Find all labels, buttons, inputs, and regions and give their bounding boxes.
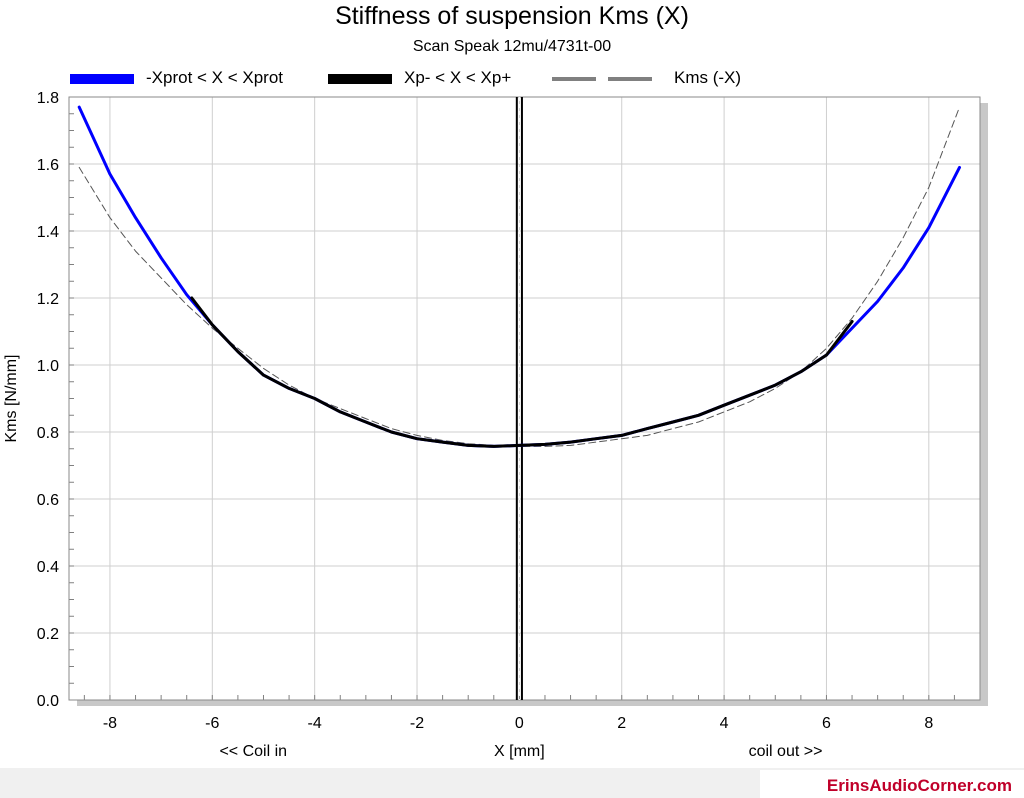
x-tick-label: 8	[924, 715, 933, 732]
y-axis-label: Kms [N/mm]	[3, 355, 20, 443]
plot-area	[69, 97, 980, 700]
y-tick-label: 1.8	[37, 90, 59, 107]
legend-swatch-xp	[328, 74, 392, 84]
x-axis-label-left: << Coil in	[219, 743, 287, 760]
y-tick-label: 0.8	[37, 425, 59, 442]
x-axis-label-right: coil out >>	[749, 743, 823, 760]
x-axis-label: X [mm]	[494, 743, 545, 760]
x-tick-label: -6	[205, 715, 219, 732]
y-tick-label: 0.6	[37, 492, 59, 509]
legend-swatch-xprot	[70, 74, 134, 84]
series-line-1	[190, 296, 854, 448]
legend-swatch-kms-neg	[552, 77, 662, 81]
legend-label-xp: Xp- < X < Xp+	[404, 68, 512, 87]
x-tick-label: -4	[308, 715, 322, 732]
legend-label-kms-neg: Kms (-X)	[674, 68, 742, 87]
x-tick-label: 4	[720, 715, 729, 732]
legend: -Xprot < X < Xprot Xp- < X < Xp+ Kms (-X…	[0, 66, 1024, 92]
y-tick-label: 1.4	[37, 224, 59, 241]
y-tick-label: 0.2	[37, 626, 59, 643]
legend-label-xprot: -Xprot < X < Xprot	[146, 68, 284, 87]
y-tick-label: 1.2	[37, 291, 59, 308]
footer-box	[760, 770, 1024, 798]
y-tick-label: 1.0	[37, 358, 59, 375]
y-tick-label: 0.0	[37, 693, 59, 710]
x-tick-label: 6	[822, 715, 831, 732]
chart-subtitle: Scan Speak 12mu/4731t-00	[412, 38, 612, 55]
chart-plot: -8 -6 -4 -2 0 2 4 6 8 0.0 0.2 0.4 0.6 0.8 1.0 1.2 1.4 1.6…	[3, 90, 988, 760]
brand-footer: ErinsAudioCorner.com	[826, 776, 1012, 795]
x-tick-label: -2	[410, 715, 424, 732]
x-tick-label: 2	[617, 715, 626, 732]
chart-title: Stiffness of suspension Kms (X)	[335, 2, 689, 30]
y-tick-label: 1.6	[37, 157, 59, 174]
x-tick-label: 0	[515, 715, 524, 732]
plot-frame	[68, 96, 981, 701]
x-tick-label: -8	[103, 715, 117, 732]
y-tick-label: 0.4	[37, 559, 59, 576]
